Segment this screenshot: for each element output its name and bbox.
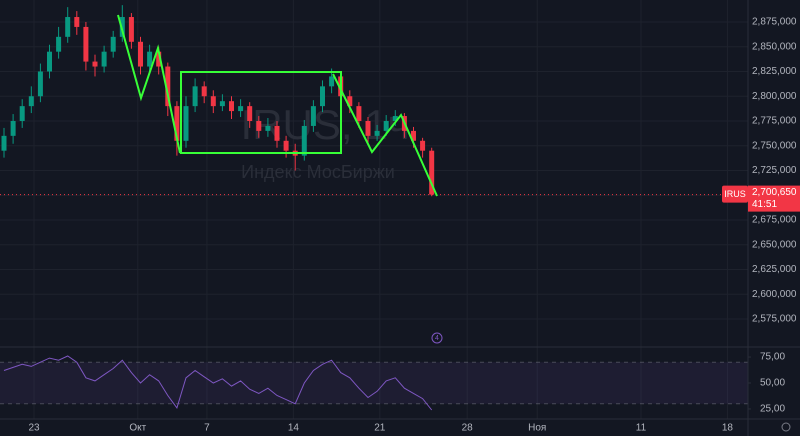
candle-body	[56, 36, 62, 52]
overlay: 2,575,000 2,600,000 2,625,000 2,650,000 2,67…	[28, 17, 800, 434]
zigzag-line	[332, 73, 438, 197]
symbol-badge	[722, 185, 748, 203]
y-tick-label: 2,825,000	[752, 66, 797, 77]
watermark-name: Индекс МосБиржи	[241, 162, 395, 182]
rsi-band	[0, 362, 748, 404]
event-marker	[431, 332, 443, 344]
event-marker-label: 4	[435, 335, 439, 342]
candle-body	[183, 106, 189, 141]
y-tick-label: 2,575,000	[752, 314, 797, 325]
candle-body	[165, 66, 171, 107]
drawing	[117, 14, 438, 197]
candle-body	[28, 96, 34, 107]
rsi-line	[3, 355, 433, 411]
y-tick-label: 50,00	[760, 378, 785, 389]
x-tick-label: 18	[722, 423, 734, 434]
y-tick-label: 25,00	[760, 404, 785, 415]
candle-body	[192, 86, 198, 107]
price-badge	[748, 185, 800, 212]
price-label: 2,700,650	[752, 187, 797, 198]
candle-body	[347, 96, 353, 107]
candle-body	[101, 51, 107, 67]
candle-body	[283, 140, 289, 151]
candle-body	[310, 106, 316, 126]
x-tick-label: 28	[462, 423, 474, 434]
x-tick-label: 14	[288, 423, 300, 434]
countdown-label: 41:51	[752, 199, 777, 210]
candle-body	[420, 140, 426, 151]
candle-body	[210, 96, 216, 107]
candle-body	[37, 71, 43, 97]
x-tick-label: Окт	[129, 423, 146, 434]
candle-body	[10, 120, 16, 136]
y-tick-label: 2,675,000	[752, 215, 797, 226]
y-tick-label: 2,650,000	[752, 239, 797, 250]
grid	[0, 0, 748, 419]
y-tick-label: 2,625,000	[752, 264, 797, 275]
x-tick-label: 7	[204, 423, 210, 434]
candle-body	[274, 125, 280, 141]
candle-body	[365, 120, 371, 136]
candle-body	[65, 17, 71, 37]
candle-body	[392, 116, 398, 121]
candle-body	[301, 125, 307, 156]
x-tick-label: 21	[374, 423, 386, 434]
candle-body	[383, 120, 389, 131]
y-tick-label: 2,775,000	[752, 116, 797, 127]
candle-body	[356, 106, 362, 121]
candle-body	[201, 86, 207, 97]
candle-body	[47, 51, 53, 72]
range-box	[180, 71, 342, 154]
candle-body	[329, 76, 335, 87]
x-tick-label: 23	[28, 423, 40, 434]
candle-body	[265, 125, 271, 131]
settings-icon[interactable]	[781, 422, 791, 432]
candle-body	[74, 17, 80, 27]
candle-body	[219, 101, 225, 107]
candle-body	[174, 106, 180, 141]
candle-body	[83, 26, 89, 62]
x-tick-label: 11	[636, 423, 647, 434]
zigzag-line	[117, 14, 181, 154]
candle-body	[1, 135, 7, 151]
candle-body	[429, 150, 435, 195]
y-tick-label: 75,00	[760, 352, 785, 363]
candle-body	[256, 120, 262, 131]
candle-body	[110, 36, 116, 52]
y-tick-label: 2,875,000	[752, 17, 797, 28]
symbol-label: IRUS	[724, 189, 746, 199]
candle-body	[238, 106, 244, 112]
candle-body	[147, 51, 153, 67]
candle-body	[319, 86, 325, 107]
candle-body	[156, 51, 162, 67]
x-tick-label: Ноя	[528, 423, 546, 434]
candle-body	[247, 106, 253, 121]
marks	[0, 5, 748, 411]
candle-body	[228, 101, 234, 112]
candle-body	[374, 130, 380, 136]
y-tick-label: 2,850,000	[752, 41, 797, 52]
y-tick-label: 2,725,000	[752, 165, 797, 176]
y-tick-label: 2,800,000	[752, 91, 797, 102]
y-tick-label: 2,750,000	[752, 140, 797, 151]
candle-body	[138, 41, 144, 67]
candle-body	[410, 130, 416, 141]
candle-body	[128, 17, 134, 42]
candle-body	[92, 61, 98, 67]
y-tick-label: 2,600,000	[752, 289, 797, 300]
candle-body	[19, 106, 25, 121]
